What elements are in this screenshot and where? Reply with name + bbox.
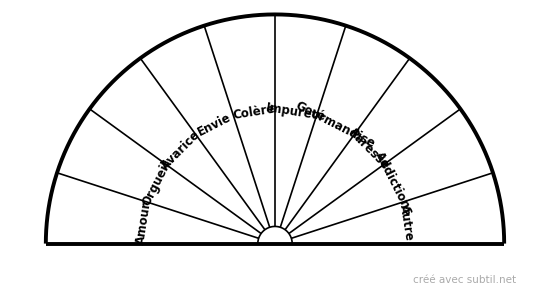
Text: Avarice: Avarice [159,128,203,172]
Text: Envie: Envie [196,111,234,139]
Text: Orgueil: Orgueil [140,159,173,208]
Text: Amour: Amour [134,200,153,245]
Text: Addictions: Addictions [372,149,415,217]
Text: Colère: Colère [232,102,276,122]
Text: Gourmandise: Gourmandise [293,99,377,151]
Text: Impureté: Impureté [265,101,327,124]
Text: créé avec subtil.net: créé avec subtil.net [412,275,516,285]
Text: Paresse: Paresse [346,127,392,173]
Text: Autre: Autre [397,203,416,242]
